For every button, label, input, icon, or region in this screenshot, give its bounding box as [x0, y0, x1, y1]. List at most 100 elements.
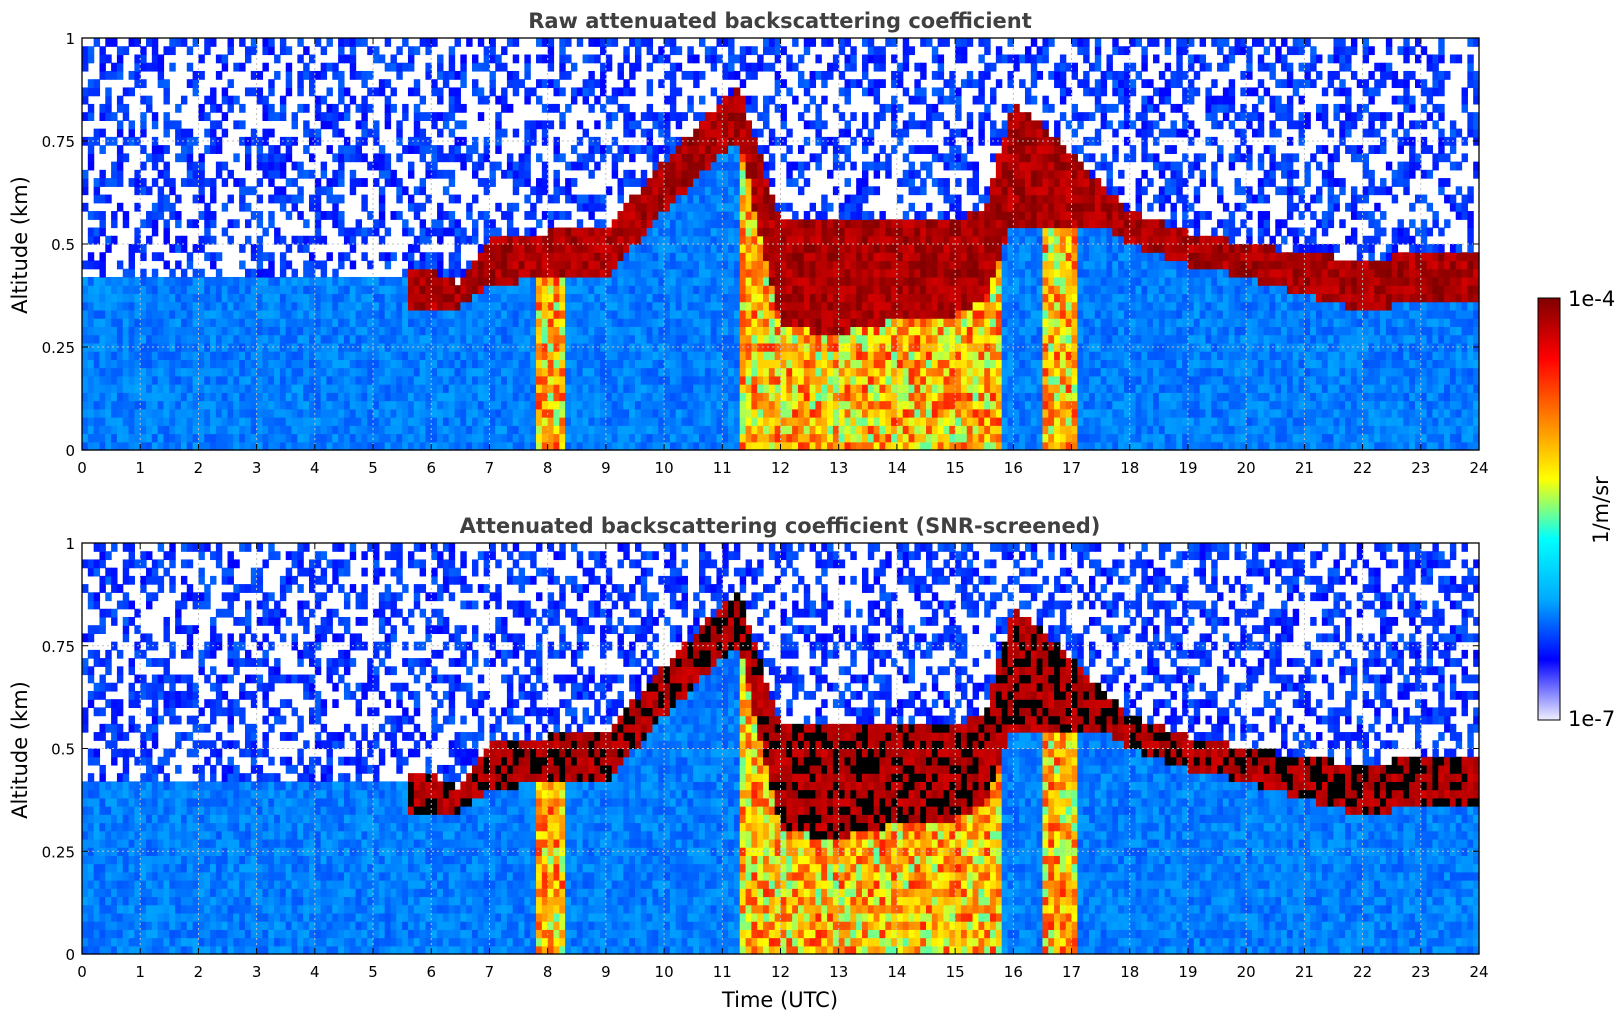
heatmap-cell [781, 236, 787, 245]
heatmap-cell [472, 79, 478, 88]
heatmap-cell [175, 236, 181, 245]
heatmap-cell [821, 351, 827, 360]
heatmap-cell [519, 178, 525, 187]
heatmap-cell [408, 442, 414, 451]
heatmap-cell [629, 63, 635, 72]
heatmap-cell [158, 384, 164, 393]
heatmap-cell [845, 236, 851, 245]
heatmap-cell [676, 318, 682, 327]
heatmap-cell [187, 129, 193, 138]
heatmap-cell [868, 285, 874, 294]
heatmap-cell [158, 293, 164, 302]
heatmap-cell [239, 318, 245, 327]
heatmap-cell [740, 442, 746, 451]
heatmap-cell [88, 335, 94, 344]
heatmap-cell [821, 401, 827, 410]
heatmap-cell [565, 71, 571, 80]
heatmap-cell [769, 178, 775, 187]
heatmap-cell [466, 38, 472, 47]
heatmap-cell [682, 409, 688, 418]
heatmap-cell [408, 252, 414, 261]
heatmap-cell [431, 417, 437, 426]
heatmap-cell [757, 302, 763, 311]
heatmap-cell [350, 310, 356, 319]
heatmap-cell [507, 285, 513, 294]
heatmap-cell [845, 434, 851, 443]
heatmap-cell [705, 434, 711, 443]
heatmap-cell [699, 417, 705, 426]
heatmap-cell [222, 302, 228, 311]
heatmap-cell [460, 368, 466, 377]
heatmap-cell [635, 260, 641, 269]
heatmap-cell [641, 351, 647, 360]
heatmap-cell [559, 252, 565, 261]
heatmap-cell [810, 293, 816, 302]
heatmap-cell [740, 359, 746, 368]
heatmap-cell [594, 38, 600, 47]
heatmap-cell [169, 376, 175, 385]
heatmap-cell [629, 368, 635, 377]
heatmap-cell [594, 236, 600, 245]
heatmap-cell [216, 384, 222, 393]
heatmap-cell [606, 343, 612, 352]
heatmap-cell [798, 145, 804, 154]
heatmap-cell [129, 137, 135, 146]
heatmap-cell [553, 153, 559, 162]
heatmap-cell [682, 162, 688, 171]
heatmap-cell [804, 442, 810, 451]
heatmap-cell [583, 236, 589, 245]
heatmap-cell [268, 442, 274, 451]
heatmap-cell [187, 46, 193, 55]
heatmap-cell [379, 318, 385, 327]
heatmap-cell [198, 417, 204, 426]
heatmap-cell [222, 293, 228, 302]
heatmap-cell [280, 351, 286, 360]
heatmap-cell [129, 368, 135, 377]
heatmap-cell [827, 203, 833, 212]
heatmap-cell [344, 359, 350, 368]
heatmap-cell [821, 409, 827, 418]
heatmap-cell [594, 260, 600, 269]
heatmap-cell [303, 401, 309, 410]
heatmap-cell [815, 326, 821, 335]
heatmap-cell [257, 302, 263, 311]
heatmap-cell [297, 211, 303, 220]
heatmap-cell [158, 302, 164, 311]
heatmap-cell [530, 211, 536, 220]
heatmap-cell [472, 293, 478, 302]
heatmap-cell [158, 409, 164, 418]
heatmap-cell [676, 112, 682, 121]
heatmap-cell [99, 260, 105, 269]
heatmap-cell [129, 260, 135, 269]
heatmap-cell [548, 195, 554, 204]
heatmap-cell [233, 310, 239, 319]
heatmap-cell [163, 417, 169, 426]
heatmap-cell [815, 442, 821, 451]
heatmap-cell [105, 112, 111, 121]
heatmap-cell [519, 236, 525, 245]
heatmap-cell [187, 392, 193, 401]
heatmap-cell [868, 368, 874, 377]
heatmap-cell [577, 162, 583, 171]
heatmap-cell [751, 46, 757, 55]
heatmap-cell [204, 302, 210, 311]
heatmap-cell [804, 293, 810, 302]
heatmap-cell [338, 96, 344, 105]
heatmap-cell [623, 236, 629, 245]
heatmap-cell [618, 368, 624, 377]
heatmap-cell [111, 302, 117, 311]
heatmap-cell [699, 96, 705, 105]
heatmap-cell [105, 310, 111, 319]
heatmap-cell [740, 236, 746, 245]
heatmap-cell [670, 63, 676, 72]
heatmap-cell [495, 162, 501, 171]
heatmap-cell [618, 318, 624, 327]
heatmap-cell [396, 310, 402, 319]
heatmap-cell [402, 63, 408, 72]
heatmap-cell [524, 285, 530, 294]
heatmap-cell [198, 310, 204, 319]
heatmap-cell [198, 54, 204, 63]
heatmap-cell [228, 401, 234, 410]
heatmap-cell [548, 277, 554, 286]
heatmap-cell [146, 302, 152, 311]
